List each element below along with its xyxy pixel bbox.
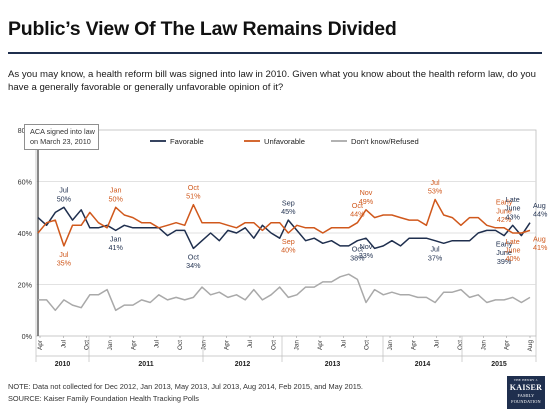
x-month-tick-label: Jan xyxy=(294,340,301,351)
data-label: Jul xyxy=(430,245,440,254)
data-label: 39% xyxy=(497,257,512,266)
x-month-tick-label: Jan xyxy=(200,340,207,351)
aca-callout-box: ACA signed into law on March 23, 2010 xyxy=(24,124,99,150)
data-label: 44% xyxy=(533,210,548,219)
data-label: 41% xyxy=(533,243,548,252)
data-label: 53% xyxy=(428,187,443,196)
y-tick-label: 40% xyxy=(18,229,33,238)
data-label: 35% xyxy=(57,258,72,267)
data-label: Late xyxy=(506,237,520,246)
data-label: 49% xyxy=(359,197,374,206)
data-label: 44% xyxy=(350,210,365,219)
x-month-tick-label: Apr xyxy=(37,339,44,350)
data-label: Oct xyxy=(188,183,199,192)
data-label: 41% xyxy=(108,243,123,252)
x-year-label: 2013 xyxy=(325,361,341,368)
logo-line-1: THE HENRY J. xyxy=(513,378,539,382)
data-label: 40% xyxy=(506,254,521,263)
data-label: June xyxy=(505,246,521,255)
x-month-tick-label: Apr xyxy=(130,339,137,350)
x-month-tick-label: Jan xyxy=(107,340,114,351)
chart-note: NOTE: Data not collected for Dec 2012, J… xyxy=(8,382,363,391)
data-label: Sep xyxy=(282,237,295,246)
legend-label: Unfavorable xyxy=(264,137,305,146)
x-month-tick-label: Oct xyxy=(457,340,464,350)
series-line-unfavorable xyxy=(37,198,531,247)
data-label: June xyxy=(496,248,512,257)
data-label: Early xyxy=(496,198,513,207)
y-tick-label: 0% xyxy=(22,332,33,341)
y-tick-label: 20% xyxy=(18,281,33,290)
x-year-label: 2010 xyxy=(55,361,71,368)
legend-label: Favorable xyxy=(170,137,204,146)
data-label: 38% xyxy=(350,253,365,262)
x-month-tick-label: Jul xyxy=(434,340,441,348)
page-title: Public’s View Of The Law Remains Divided xyxy=(8,18,397,40)
x-month-tick-label: Apr xyxy=(317,339,324,350)
data-label: 51% xyxy=(186,192,201,201)
x-month-tick-label: Jan xyxy=(480,340,487,351)
data-label: Aug xyxy=(533,234,546,243)
data-label: 50% xyxy=(108,194,123,203)
x-month-tick-label: Jul xyxy=(340,340,347,348)
title-divider xyxy=(8,52,542,54)
legend-label: Don't know/Refused xyxy=(351,137,419,146)
x-month-tick-label: Oct xyxy=(364,340,371,350)
foundation-logo: THE HENRY J. KAISER FAMILY FOUNDATION xyxy=(507,376,545,409)
data-label: Jul xyxy=(59,186,69,195)
data-label: 42% xyxy=(497,215,512,224)
data-label: June xyxy=(496,206,512,215)
x-month-tick-label: Apr xyxy=(504,339,511,350)
x-month-tick-label: Jul xyxy=(154,340,161,348)
data-label: Jan xyxy=(110,234,122,243)
survey-question: As you may know, a health reform bill wa… xyxy=(8,69,536,93)
data-label: Jul xyxy=(59,250,69,259)
series-line-don-t-know-refused xyxy=(38,273,531,312)
logo-line-4: FOUNDATION xyxy=(511,399,541,404)
x-year-label: 2012 xyxy=(235,361,251,368)
x-month-tick-label: Jul xyxy=(247,340,254,348)
data-label: Early xyxy=(496,240,513,249)
data-label: Oct xyxy=(352,201,363,210)
data-label: Oct xyxy=(352,245,363,254)
data-label: Jul xyxy=(430,178,440,187)
x-month-tick-label: Oct xyxy=(270,340,277,350)
data-label: Sep xyxy=(282,199,295,208)
y-tick-label: 60% xyxy=(18,178,33,187)
data-label: June xyxy=(505,204,521,213)
x-month-tick-label: Apr xyxy=(224,339,231,350)
x-year-label: 2011 xyxy=(138,361,153,368)
data-label: Nov xyxy=(360,242,373,251)
data-label: 33% xyxy=(359,251,374,260)
data-label: 43% xyxy=(506,212,521,221)
data-label: Nov xyxy=(360,188,373,197)
series-line-favorable xyxy=(37,206,531,250)
x-month-tick-label: Jan xyxy=(387,340,394,351)
data-label: 37% xyxy=(428,253,443,262)
x-month-tick-label: Aug xyxy=(527,340,534,352)
x-month-tick-label: Oct xyxy=(177,340,184,350)
x-year-label: 2014 xyxy=(415,361,431,368)
line-chart: 0%20%40%60%80%AprJulOctJanAprJulOctJanAp… xyxy=(18,126,548,368)
data-label: Late xyxy=(506,195,520,204)
data-label: Jan xyxy=(110,186,122,195)
data-label: 50% xyxy=(57,194,72,203)
x-month-tick-label: Oct xyxy=(84,340,91,350)
data-label: Oct xyxy=(188,252,199,261)
x-month-tick-label: Jul xyxy=(60,340,67,348)
data-label: 40% xyxy=(281,246,296,255)
chart-source: SOURCE: Kaiser Family Foundation Health … xyxy=(8,394,199,403)
logo-line-3: FAMILY xyxy=(517,393,535,398)
data-label: 34% xyxy=(186,261,201,270)
x-year-label: 2015 xyxy=(491,361,507,368)
logo-line-2: KAISER xyxy=(509,383,543,392)
x-month-tick-label: Apr xyxy=(410,339,417,350)
callout-line-1: ACA signed into law xyxy=(30,127,95,136)
data-label: Aug xyxy=(533,201,546,210)
callout-line-2: on March 23, 2010 xyxy=(30,137,91,146)
data-label: 45% xyxy=(281,207,296,216)
